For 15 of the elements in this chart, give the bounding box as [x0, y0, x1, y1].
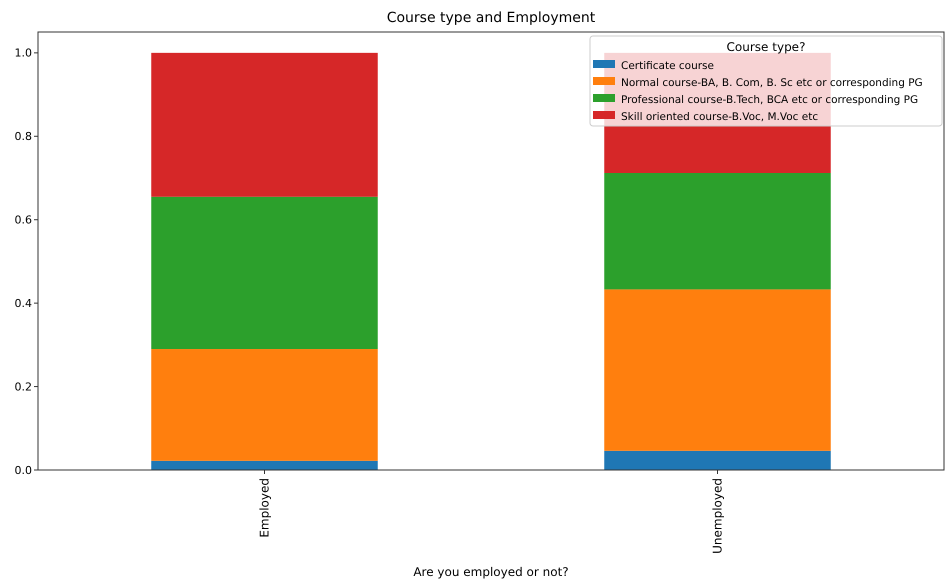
y-tick-label: 0.6 [14, 214, 32, 227]
x-tick-label: Unemployed [710, 478, 725, 554]
chart-title: Course type and Employment [386, 10, 596, 26]
legend-title: Course type? [726, 40, 806, 54]
y-tick-label: 0.0 [14, 464, 32, 477]
y-tick-label: 0.8 [14, 130, 32, 144]
y-tick-label: 0.4 [14, 296, 32, 310]
legend-label: Normal course-BA, B. Com, B. Sc etc or corresponding PG [621, 77, 923, 89]
legend-label: Certificate course [621, 60, 714, 72]
x-axis-title: Are you employed or not? [413, 565, 569, 579]
legend-label: Professional course-B.Tech, BCA etc or corresponding PG [621, 94, 918, 106]
y-tick-label: 0.2 [14, 380, 32, 394]
y-tick-label: 1.0 [14, 46, 32, 60]
legend-label: Skill oriented course-B.Voc, M.Voc etc [621, 111, 818, 123]
x-tick-label: Employed [258, 478, 272, 538]
